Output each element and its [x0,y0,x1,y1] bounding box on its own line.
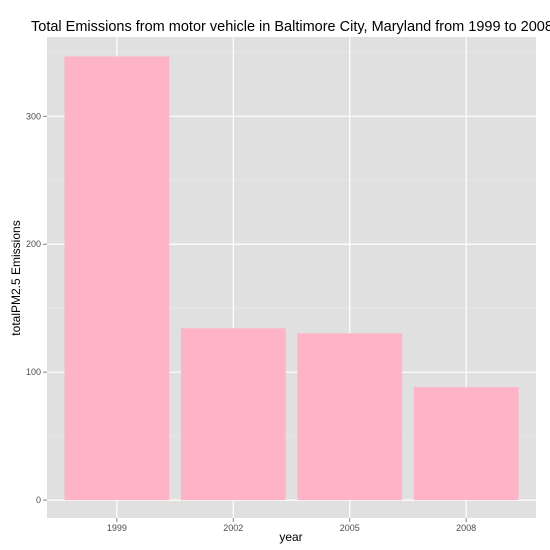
x-tick-label: 1999 [107,523,127,533]
y-tick-label: 100 [26,367,41,377]
bar-2002 [180,328,286,501]
x-tick-label: 2005 [340,523,360,533]
axis-ticks: 0 100 200 300 1999 2002 2005 2008 [26,111,476,533]
y-tick-label: 0 [36,495,41,505]
bar-2005 [297,333,403,501]
bar-1999 [64,56,170,501]
chart-title: Total Emissions from motor vehicle in Ba… [31,19,550,35]
bar-2008 [413,387,519,501]
x-tick-label: 2002 [223,523,243,533]
y-axis-label: totalPM2.5 Emissions [9,220,23,335]
y-tick-label: 300 [26,111,41,121]
y-tick-label: 200 [26,239,41,249]
bars [64,56,519,501]
x-axis-label: year [279,530,302,544]
x-tick-label: 2008 [456,523,476,533]
